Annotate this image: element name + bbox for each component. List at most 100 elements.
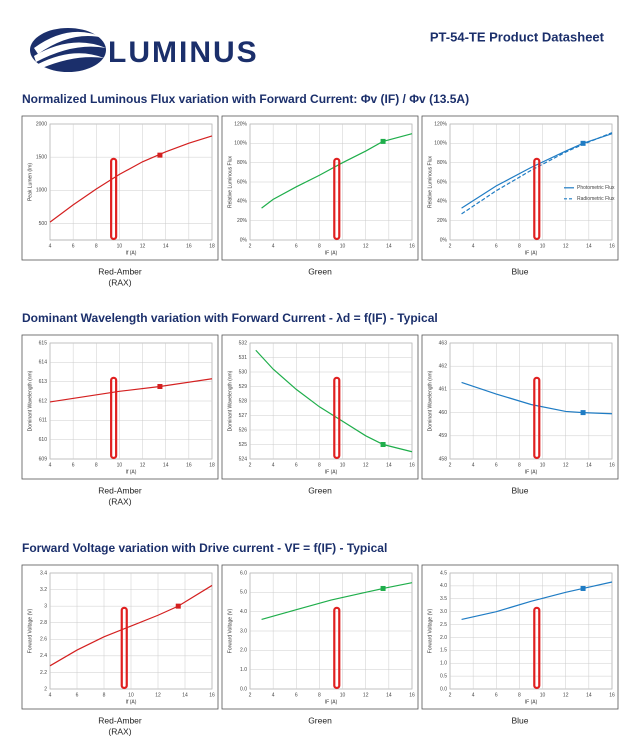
y-tick-label: 615: [39, 340, 48, 346]
y-tick-label: 0.0: [440, 686, 447, 692]
y-axis-label: Relative Luminous Flux: [227, 156, 233, 208]
y-tick-label: 500: [39, 221, 48, 227]
x-tick-label: 12: [140, 462, 146, 468]
chart-caption: Green: [308, 715, 332, 725]
series-line: [255, 349, 413, 453]
y-tick-label: 612: [39, 398, 48, 404]
x-tick-label: 8: [318, 243, 321, 249]
y-tick-label: 530: [239, 369, 248, 375]
chart-caption: Red-Amber: [98, 266, 142, 276]
doc-title: PT-54-TE Product Datasheet: [430, 29, 605, 44]
x-tick-label: 16: [409, 243, 415, 249]
y-tick-label: 3.0: [440, 609, 447, 615]
chart-caption: Green: [308, 485, 332, 495]
highlight-box: [333, 376, 341, 460]
x-axis-label: IF (A): [525, 469, 538, 475]
highlight-box: [533, 376, 541, 460]
x-tick-label: 8: [518, 243, 521, 249]
y-tick-label: 531: [239, 355, 248, 361]
chart-frame: [421, 564, 619, 710]
x-tick-label: 4: [49, 243, 52, 249]
x-tick-label: 6: [495, 692, 498, 698]
y-tick-label: 614: [39, 360, 48, 366]
x-tick-label: 10: [540, 692, 546, 698]
x-tick-label: 4: [272, 692, 275, 698]
marker: [580, 410, 586, 416]
x-tick-label: 6: [72, 462, 75, 468]
y-tick-label: 120%: [234, 121, 247, 127]
x-tick-label: 8: [518, 462, 521, 468]
x-tick-label: 16: [609, 462, 615, 468]
x-tick-label: 8: [95, 462, 98, 468]
y-tick-label: 3.5: [440, 596, 447, 602]
marker: [380, 585, 386, 591]
chart-frame: [221, 115, 419, 261]
y-tick-label: 3.4: [40, 570, 47, 576]
y-tick-label: 80%: [237, 160, 248, 166]
y-tick-label: 60%: [237, 179, 248, 185]
y-tick-label: 1500: [36, 154, 47, 160]
chart-caption: Blue: [511, 266, 528, 276]
x-tick-label: 4: [49, 692, 52, 698]
x-tick-label: 12: [563, 692, 569, 698]
x-tick-label: 16: [186, 462, 192, 468]
y-tick-label: 60%: [437, 179, 448, 185]
chart-caption: Blue: [511, 715, 528, 725]
x-tick-label: 14: [586, 243, 592, 249]
y-tick-label: 4.0: [440, 583, 447, 589]
x-tick-label: 4: [272, 243, 275, 249]
x-tick-label: 10: [340, 462, 346, 468]
highlight-box: [533, 606, 541, 690]
x-axis-label: IF (A): [325, 250, 338, 256]
y-tick-label: 0.5: [440, 673, 447, 679]
y-tick-label: 0.0: [240, 686, 247, 692]
x-tick-label: 8: [318, 692, 321, 698]
x-tick-label: 16: [609, 243, 615, 249]
x-tick-label: 6: [495, 243, 498, 249]
y-tick-label: 5.0: [240, 590, 247, 596]
highlight-box: [533, 157, 541, 241]
section-heading: Forward Voltage variation with Drive cur…: [22, 541, 387, 555]
y-axis-label: Forward Voltage (V): [227, 608, 233, 653]
x-tick-label: 2: [449, 243, 452, 249]
marker: [380, 442, 386, 447]
x-tick-label: 8: [103, 692, 106, 698]
y-tick-label: 1.0: [240, 667, 247, 673]
y-tick-label: 40%: [237, 199, 248, 205]
x-tick-label: 8: [95, 243, 98, 249]
marker: [157, 152, 163, 158]
y-tick-label: 460: [439, 410, 448, 416]
x-tick-label: 12: [363, 692, 369, 698]
section-heading: Normalized Luminous Flux variation with …: [22, 92, 469, 106]
x-axis-label: IF (A): [325, 699, 338, 705]
x-tick-label: 4: [49, 462, 52, 468]
y-tick-label: 4.0: [240, 609, 247, 615]
x-tick-label: 14: [163, 462, 169, 468]
y-tick-label: 2.2: [40, 670, 47, 676]
x-tick-label: 6: [72, 243, 75, 249]
x-tick-label: 10: [117, 462, 123, 468]
y-axis-label: Dominant Wavelength (nm): [27, 370, 33, 431]
chart-caption: Green: [308, 266, 332, 276]
x-tick-label: 8: [518, 692, 521, 698]
y-tick-label: 100%: [234, 141, 247, 147]
x-tick-label: 2: [249, 462, 252, 468]
chart-frame: [421, 334, 619, 480]
y-tick-label: 458: [439, 456, 448, 462]
x-tick-label: 12: [363, 243, 369, 249]
chart-frame: [21, 334, 219, 480]
logo-text: LUMINUS: [108, 36, 259, 69]
y-tick-label: 461: [439, 387, 448, 393]
y-tick-label: 532: [239, 340, 248, 346]
x-tick-label: 8: [318, 462, 321, 468]
chart-caption: Red-Amber: [98, 485, 142, 495]
y-tick-label: 40%: [437, 199, 448, 205]
y-tick-label: 20%: [437, 218, 448, 224]
y-tick-label: 2.0: [440, 635, 447, 641]
section-heading: Dominant Wavelength variation with Forwa…: [22, 311, 438, 325]
y-tick-label: 6.0: [240, 570, 247, 576]
y-tick-label: 2.6: [40, 637, 47, 643]
y-tick-label: 2.8: [40, 620, 47, 626]
x-tick-label: 10: [128, 692, 134, 698]
x-tick-label: 2: [449, 462, 452, 468]
